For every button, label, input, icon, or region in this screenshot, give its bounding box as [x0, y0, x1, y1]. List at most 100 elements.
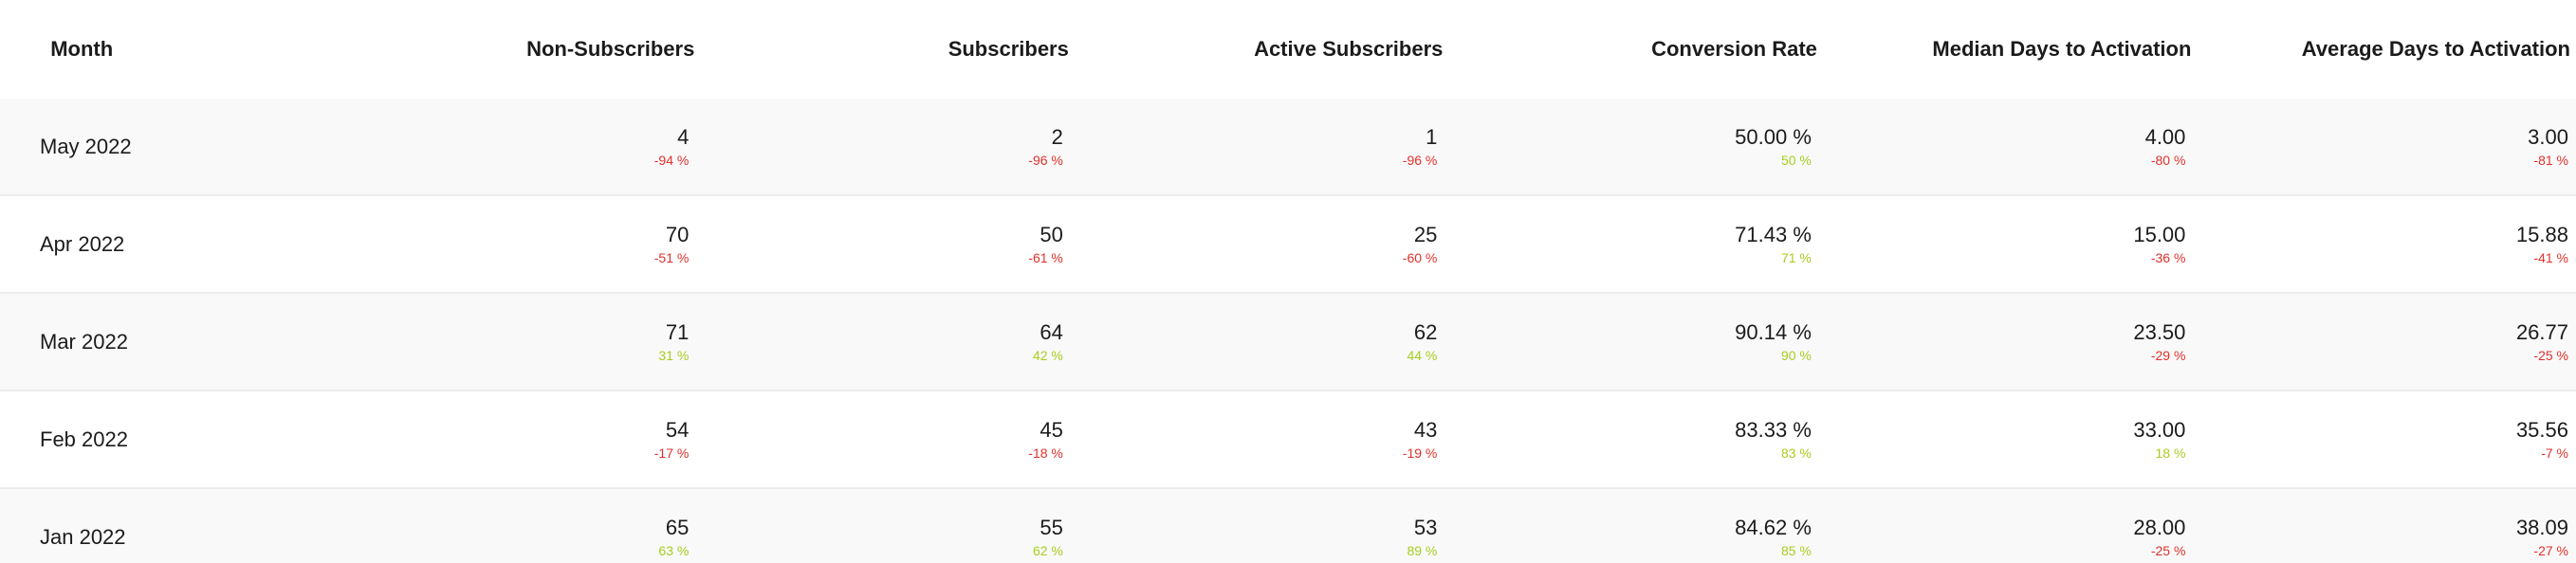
table-row[interactable]: Feb 2022 54 -17 % 45 -18 % 43 -19 % 83.33 % 83 %…	[0, 390, 2576, 489]
column-header-subscribers[interactable]: Subscribers	[948, 37, 1069, 61]
metric-change: 42 %	[1032, 348, 1063, 363]
metric-cell: 2 -96 %	[702, 99, 1076, 196]
metric-value: 15.88	[2515, 223, 2568, 246]
metric-cell: 33.00 18 %	[1824, 390, 2199, 489]
metric-change: -96 %	[1402, 153, 1438, 168]
metric-cell: 23.50 -29 %	[1824, 293, 2199, 391]
table-row[interactable]: Mar 2022 71 31 % 64 42 % 62 44 % 90.14 % 90 % 23.…	[0, 293, 2576, 391]
metric-value: 45	[1040, 418, 1063, 442]
table-row[interactable]: Jan 2022 65 63 % 55 62 % 53 89 % 84.62 % 85 % 28.…	[0, 488, 2576, 563]
metric-value: 90.14 %	[1735, 320, 1812, 344]
metric-change: -29 %	[2150, 348, 2186, 363]
header-row: Month Non-Subscribers Subscribers Active…	[0, 0, 2576, 99]
metric-value: 26.77	[2515, 320, 2568, 344]
metric-change: 90 %	[1780, 348, 1812, 363]
metric-cell: 35.56 -7 %	[2199, 390, 2576, 489]
month-cell: Mar 2022	[0, 293, 164, 391]
metric-cell: 62 44 %	[1076, 293, 1451, 391]
metric-change: 44 %	[1407, 348, 1438, 363]
metric-cell: 45 -18 %	[702, 390, 1076, 489]
table-header: Month Non-Subscribers Subscribers Active…	[0, 0, 2576, 99]
metric-cell: 53 89 %	[1076, 488, 1451, 563]
metric-change: 63 %	[658, 543, 690, 558]
metric-value: 3.00	[2528, 125, 2568, 149]
metric-change: -96 %	[1028, 153, 1063, 168]
metric-cell: 71 31 %	[163, 293, 703, 391]
metric-value: 4	[677, 125, 690, 149]
metric-change: -51 %	[653, 250, 690, 265]
metric-change: 85 %	[1780, 543, 1812, 558]
metric-cell: 90.14 % 90 %	[1450, 293, 1825, 391]
metric-value: 23.50	[2133, 320, 2186, 344]
month-cell: Apr 2022	[0, 195, 164, 294]
table-row[interactable]: Apr 2022 70 -51 % 50 -61 % 25 -60 % 71.43 % 71 %…	[0, 195, 2576, 294]
metric-cell: 25 -60 %	[1076, 195, 1451, 294]
metric-change: 62 %	[1032, 543, 1063, 558]
column-header-active-subscribers[interactable]: Active Subscribers	[1254, 37, 1444, 61]
column-header-median-days[interactable]: Median Days to Activation	[1932, 37, 2192, 61]
metric-value: 2	[1051, 125, 1063, 149]
column-header-month[interactable]: Month	[50, 37, 114, 61]
metric-value: 28.00	[2133, 516, 2186, 539]
metric-value: 1	[1426, 125, 1438, 149]
metric-change: -60 %	[1402, 250, 1438, 265]
metric-value: 55	[1040, 516, 1063, 539]
metric-value: 15.00	[2133, 223, 2186, 246]
metric-value: 53	[1413, 516, 1438, 539]
metric-value: 54	[665, 418, 690, 442]
metric-cell: 71.43 % 71 %	[1450, 195, 1825, 294]
metric-value: 83.33 %	[1735, 418, 1812, 442]
metric-value: 33.00	[2133, 418, 2186, 442]
metric-change: -7 %	[2541, 445, 2568, 461]
metric-change: -25 %	[2150, 543, 2186, 558]
metric-change: -36 %	[2150, 250, 2186, 265]
metric-change: 50 %	[1780, 153, 1812, 168]
metric-cell: 83.33 % 83 %	[1450, 390, 1825, 489]
metric-value: 64	[1040, 320, 1063, 344]
metric-value: 4.00	[2144, 125, 2186, 149]
table-row[interactable]: May 2022 4 -94 % 2 -96 % 1 -96 % 50.00 % 50 % 4.0…	[0, 99, 2576, 196]
metric-value: 71.43 %	[1735, 223, 1812, 246]
metric-value: 35.56	[2515, 418, 2568, 442]
metric-cell: 38.09 -27 %	[2199, 488, 2576, 563]
metric-cell: 50 -61 %	[702, 195, 1076, 294]
metric-change: 18 %	[2155, 445, 2186, 461]
metric-change: -18 %	[1028, 445, 1063, 461]
metric-change: -81 %	[2533, 153, 2568, 168]
metric-cell: 15.88 -41 %	[2199, 195, 2576, 294]
metric-change: -17 %	[653, 445, 690, 461]
column-header-conversion-rate[interactable]: Conversion Rate	[1651, 37, 1817, 61]
metric-value: 50.00 %	[1735, 125, 1812, 149]
metric-value: 71	[665, 320, 690, 344]
column-header-non-subscribers[interactable]: Non-Subscribers	[526, 37, 695, 61]
month-cell: Feb 2022	[0, 390, 164, 489]
metric-change: -61 %	[1028, 250, 1063, 265]
metric-value: 65	[665, 516, 690, 539]
metric-change: 83 %	[1780, 445, 1812, 461]
metric-cell: 54 -17 %	[163, 390, 703, 489]
metric-cell: 26.77 -25 %	[2199, 293, 2576, 391]
metric-cell: 3.00 -81 %	[2199, 99, 2576, 196]
metric-change: -94 %	[653, 153, 690, 168]
metric-change: 89 %	[1407, 543, 1438, 558]
metric-change: -80 %	[2150, 153, 2186, 168]
month-cell: Jan 2022	[0, 488, 164, 563]
metric-cell: 64 42 %	[702, 293, 1076, 391]
column-header-average-days[interactable]: Average Days to Activation	[2301, 37, 2570, 61]
metric-change: 71 %	[1780, 250, 1812, 265]
metric-change: -41 %	[2533, 250, 2568, 265]
metric-value: 43	[1413, 418, 1438, 442]
metric-value: 84.62 %	[1735, 516, 1812, 539]
metric-change: -25 %	[2533, 348, 2568, 363]
metric-cell: 1 -96 %	[1076, 99, 1451, 196]
metric-cell: 4 -94 %	[163, 99, 703, 196]
metric-cell: 84.62 % 85 %	[1450, 488, 1825, 563]
metric-cell: 70 -51 %	[163, 195, 703, 294]
table-body: May 2022 4 -94 % 2 -96 % 1 -96 % 50.00 % 50 % 4.0…	[0, 99, 2576, 563]
metric-value: 62	[1413, 320, 1438, 344]
metric-cell: 65 63 %	[163, 488, 703, 563]
metric-value: 25	[1413, 223, 1438, 246]
metric-change: -27 %	[2533, 543, 2568, 558]
metric-value: 70	[665, 223, 690, 246]
